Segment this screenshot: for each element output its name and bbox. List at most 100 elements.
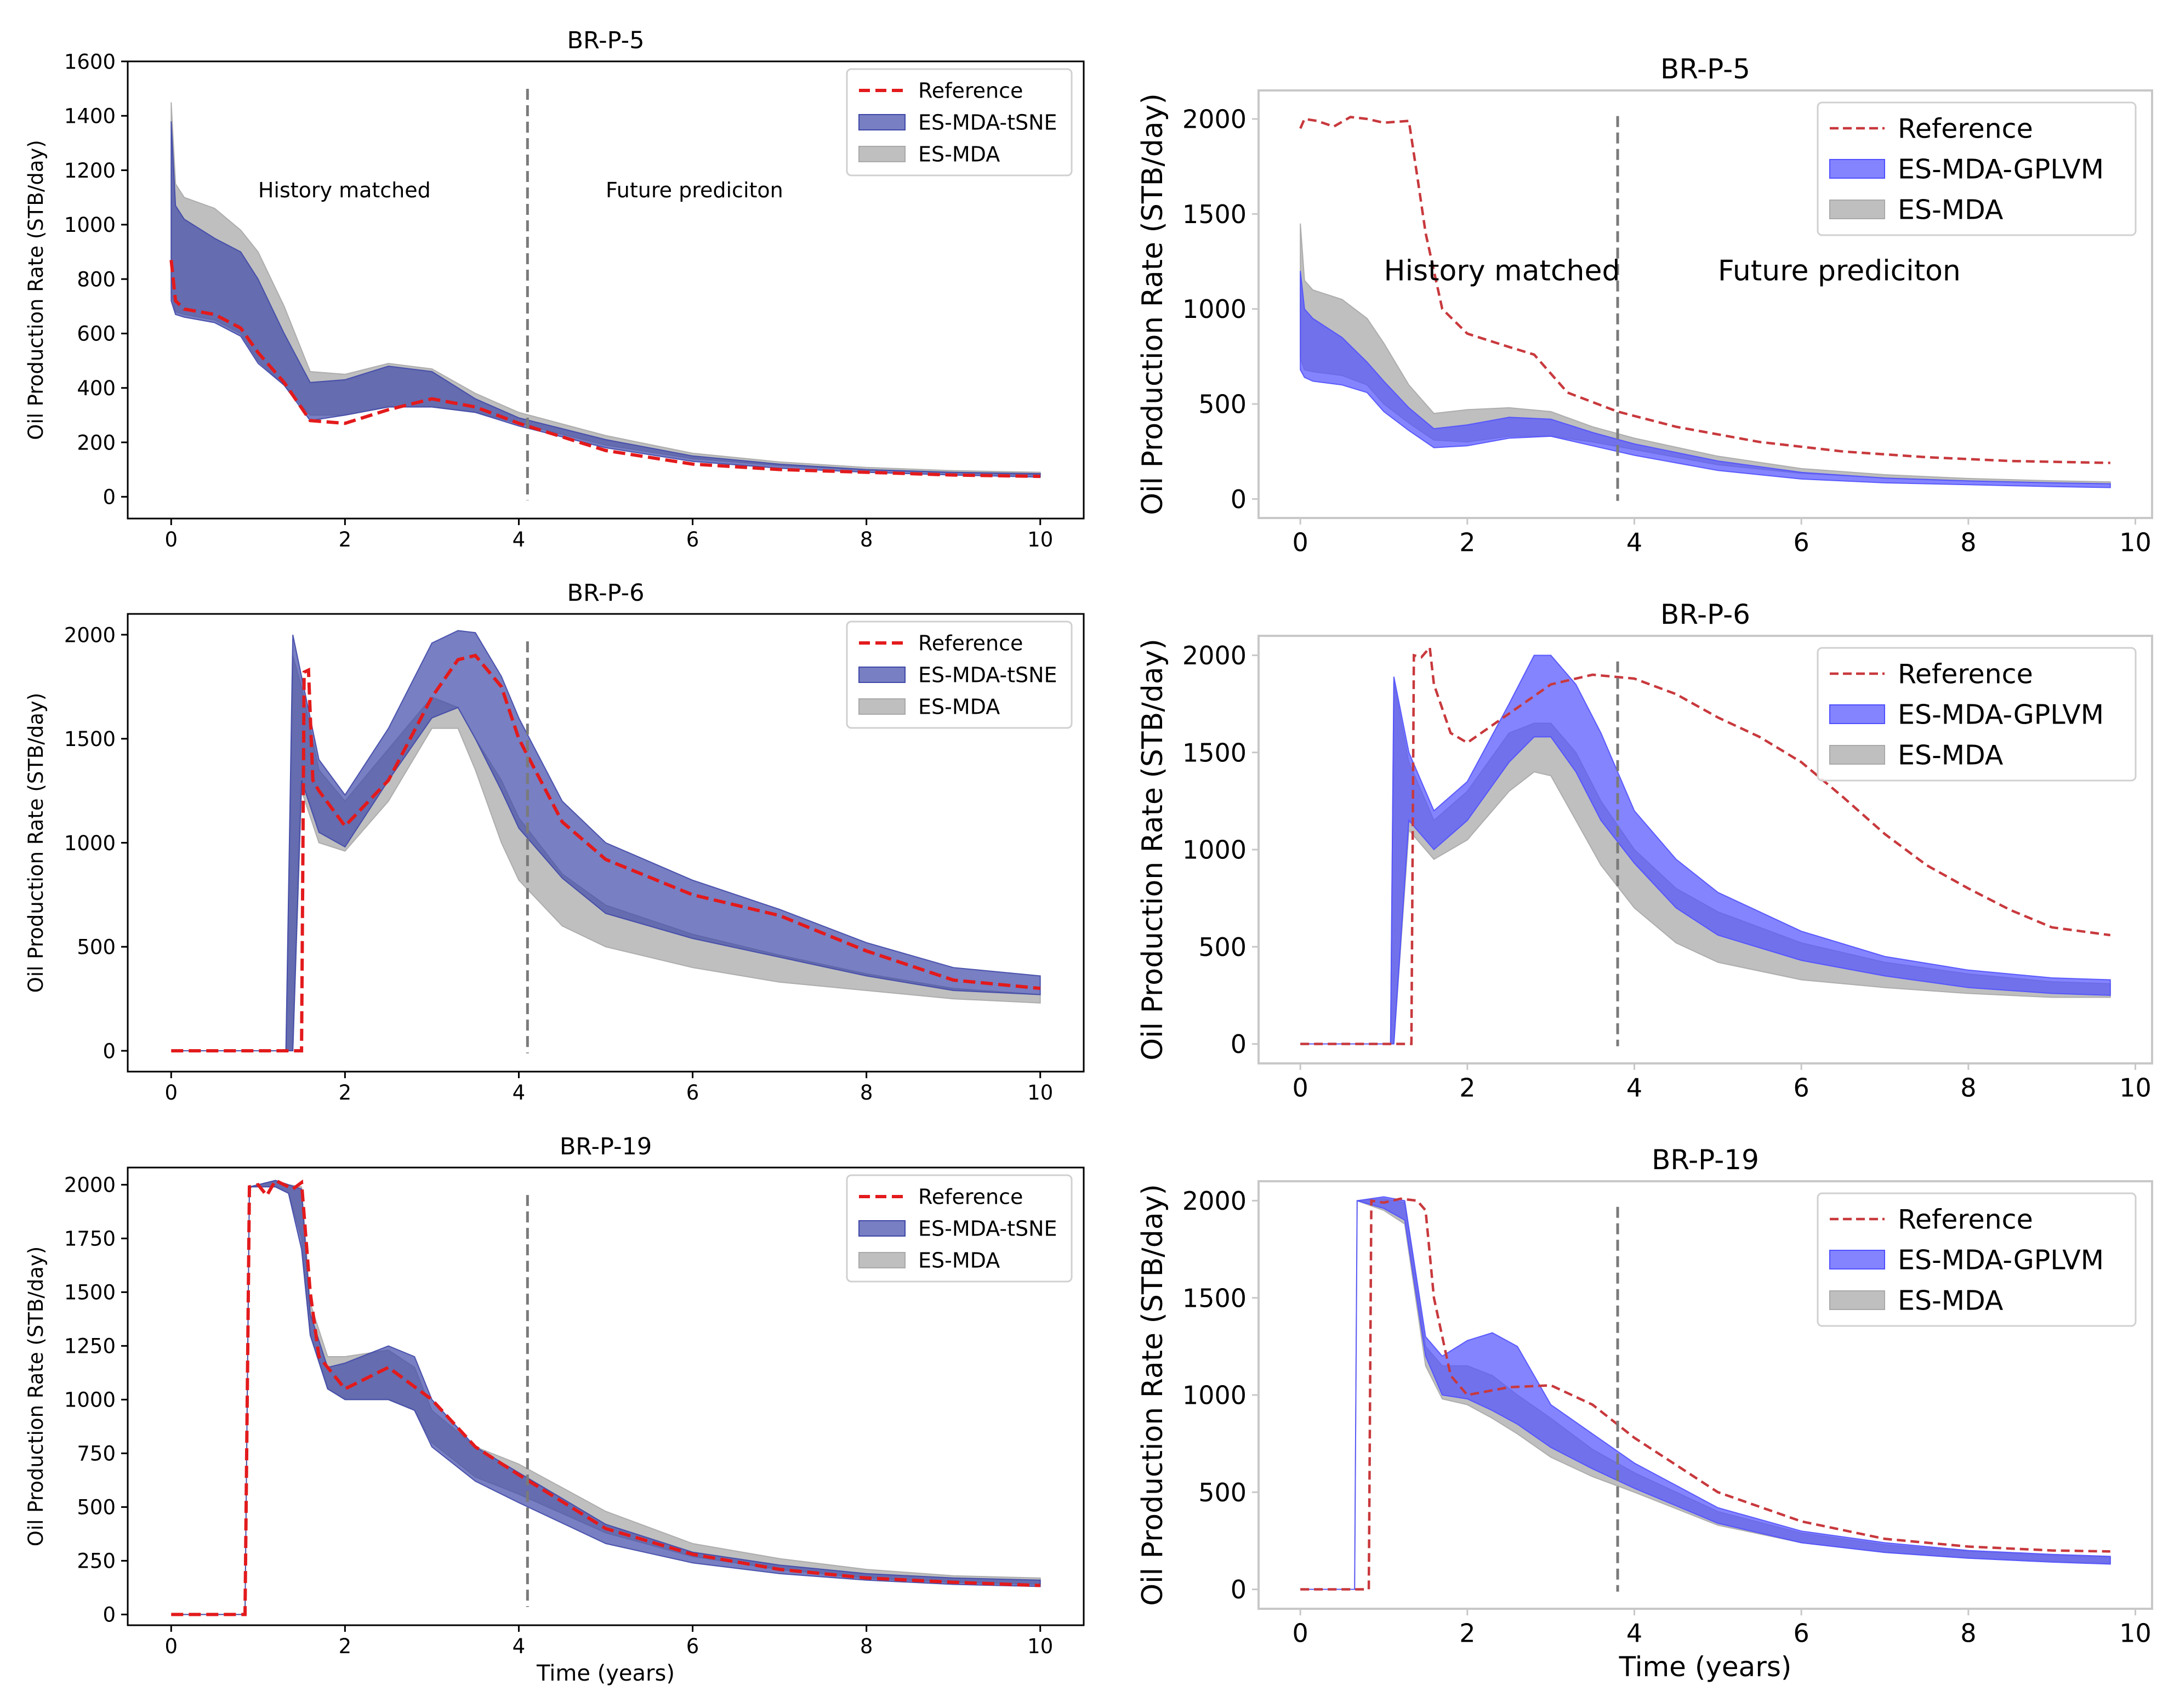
y-tick-label: 500 (1198, 932, 1247, 962)
y-tick-label: 1500 (1182, 738, 1247, 767)
x-tick-label: 10 (1027, 528, 1053, 551)
legend-box (1817, 647, 2137, 782)
x-tick-label: 2 (1459, 1073, 1475, 1102)
legend-swatch-es-mda-tsne (858, 667, 906, 683)
chart-title: BR-P-6 (1660, 599, 1750, 630)
line-reference (1300, 644, 2111, 1045)
x-tick-label: 6 (1794, 1618, 1809, 1648)
legend-entry: ES-MDA (1898, 195, 2004, 226)
legend-entry: ES-MDA-tSNE (918, 111, 1057, 135)
y-axis-label: Oil Production Rate (STB/day) (24, 140, 48, 440)
x-tick-label: 6 (1794, 1073, 1809, 1102)
legend-swatch-es-mda-gplvm (1829, 704, 1885, 724)
y-axis-label: Oil Production Rate (STB/day) (1136, 639, 1169, 1061)
x-tick-label: 4 (513, 1635, 526, 1658)
y-tick-label: 1750 (64, 1227, 116, 1251)
y-tick-label: 2000 (64, 1174, 116, 1197)
legend-entry: ES-MDA (918, 143, 1000, 167)
x-tick-label: 0 (164, 1081, 178, 1104)
x-tick-label: 6 (686, 1081, 699, 1104)
y-tick-label: 500 (1198, 1478, 1247, 1507)
legend-entry: Reference (918, 631, 1023, 656)
legend-swatch-es-mda (1829, 200, 1885, 219)
legend-box (1817, 1192, 2137, 1327)
annotation: Future prediciton (606, 178, 783, 202)
chart-panel-5: 0 2 4 6 8 10 0 250 500 750 1000 1250 1500 1750 2000 BR-… (24, 1133, 1085, 1686)
legend-swatch-es-mda-gplvm (1829, 159, 1885, 179)
y-tick-label: 2000 (64, 623, 116, 647)
chart-title: BR-P-19 (560, 1133, 652, 1160)
band-es-mda-gplvm (1300, 654, 2111, 1045)
chart-title: BR-P-5 (1660, 53, 1750, 85)
x-tick-label: 8 (860, 1635, 873, 1658)
legend-entry: Reference (1898, 113, 2033, 145)
y-tick-label: 500 (77, 936, 116, 959)
y-tick-label: 0 (103, 1603, 116, 1627)
y-tick-label: 1500 (1182, 1283, 1247, 1313)
y-tick-label: 0 (1231, 485, 1247, 514)
legend-entry: ES-MDA (1898, 740, 2004, 771)
chart-title: BR-P-6 (567, 579, 644, 607)
y-tick-label: 2000 (1182, 641, 1247, 670)
y-axis-label: Oil Production Rate (STB/day) (1136, 93, 1169, 515)
legend-entry: Reference (918, 79, 1023, 103)
x-tick-label: 2 (339, 1081, 352, 1104)
y-tick-label: 1600 (64, 50, 116, 73)
x-tick-label: 0 (1293, 527, 1308, 557)
y-tick-label: 1500 (64, 727, 116, 751)
line-reference (171, 1178, 1040, 1616)
x-tick-label: 8 (1960, 1073, 1976, 1102)
x-tick-label: 8 (1960, 1618, 1976, 1648)
x-tick-label: 4 (513, 528, 526, 551)
x-tick-label: 8 (860, 1081, 873, 1104)
x-tick-label: 6 (686, 528, 699, 551)
legend-entry: ES-MDA-GPLVM (1898, 154, 2104, 185)
x-tick-label: 6 (1794, 527, 1809, 557)
y-axis-label: Oil Production Rate (STB/day) (24, 693, 48, 993)
y-tick-label: 1000 (1182, 835, 1247, 865)
legend-swatch-es-mda (858, 146, 906, 162)
y-tick-label: 1200 (64, 159, 116, 183)
legend-entry: Reference (1898, 1204, 2033, 1236)
legend-entry: Reference (1898, 659, 2033, 690)
x-tick-label: 2 (339, 528, 352, 551)
legend-entry: ES-MDA (918, 695, 1000, 719)
x-tick-label: 2 (1459, 1618, 1475, 1648)
annotation: Future prediciton (1718, 255, 1961, 288)
y-tick-label: 1500 (1182, 200, 1247, 229)
chart-panel-2: 0 2 4 6 8 10 0 500 1000 1500 2000 BR-P-5 Oil Product… (1136, 53, 2153, 557)
line-reference (171, 653, 1040, 1052)
x-tick-label: 6 (686, 1635, 699, 1658)
x-tick-label: 2 (339, 1635, 352, 1658)
x-tick-label: 10 (2119, 1618, 2152, 1648)
x-tick-label: 8 (1960, 527, 1976, 557)
plot-frame (1257, 89, 2153, 519)
y-tick-label: 1250 (64, 1335, 116, 1358)
y-tick-label: 0 (1231, 1575, 1247, 1604)
legend-swatch-es-mda (1829, 745, 1885, 765)
legend: Reference ES-MDA-GPLVM ES-MDA (1817, 101, 2137, 236)
chart-panel-1: 0 2 4 6 8 10 0 200 400 600 800 1000 1200 1400 1600 BR-P… (24, 27, 1085, 551)
x-tick-label: 0 (1293, 1618, 1308, 1648)
legend-entry: ES-MDA-tSNE (918, 1217, 1057, 1241)
x-tick-label: 10 (1027, 1081, 1053, 1104)
x-tick-label: 4 (1626, 1073, 1642, 1102)
plot-frame (127, 60, 1085, 520)
y-tick-label: 1000 (1182, 1381, 1247, 1410)
y-tick-label: 500 (77, 1496, 116, 1519)
line-reference (1299, 116, 2110, 464)
y-tick-label: 2000 (1182, 105, 1247, 134)
x-tick-label: 10 (1027, 1635, 1053, 1658)
x-tick-label: 4 (1626, 1618, 1642, 1648)
y-tick-label: 1400 (64, 105, 116, 128)
x-axis-label: Time (years) (1619, 1651, 1792, 1683)
legend-box (1817, 101, 2137, 236)
chart-panel-3: 0 2 4 6 8 10 0 500 1000 1500 2000 BR-P-6 Oil Product… (24, 579, 1085, 1104)
y-axis-label: Oil Production Rate (STB/day) (1136, 1184, 1169, 1606)
x-tick-label: 4 (513, 1081, 526, 1104)
y-tick-label: 0 (103, 1039, 116, 1063)
legend-swatch-es-mda (858, 1252, 906, 1268)
legend: Reference ES-MDA-GPLVM ES-MDA (1817, 647, 2137, 782)
y-tick-label: 2000 (1182, 1186, 1247, 1216)
y-tick-label: 400 (77, 377, 116, 400)
